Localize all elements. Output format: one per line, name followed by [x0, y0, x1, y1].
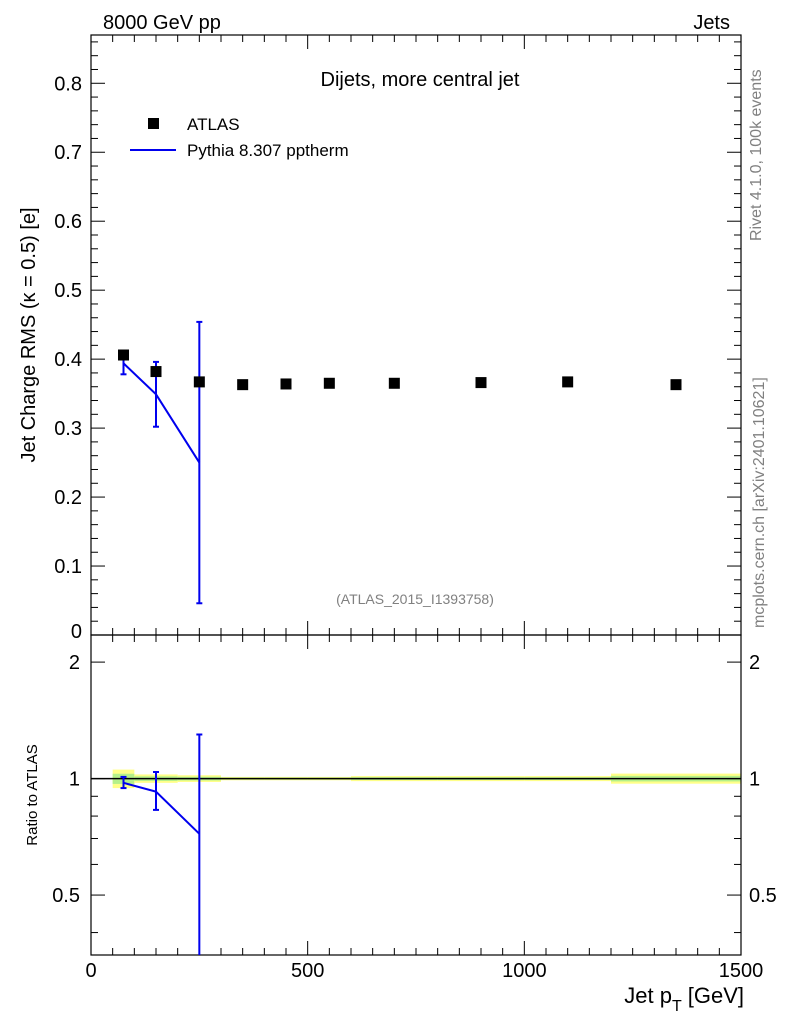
atlas-data-point: [475, 377, 487, 389]
ratio-frame: [90, 634, 742, 956]
atlas-data-point: [323, 377, 335, 389]
mcplots-info: mcplots.cern.ch [arXiv:2401.10621]: [751, 377, 768, 628]
ratio-y-ticks: 0.5 0.5 1 1 2 2: [52, 652, 777, 934]
main-panel: 0.1 0.2 0.3 0.4 0.5 0.6 0.7 0.8 0 Dijets, more c…: [18, 34, 742, 643]
ratio-y-axis-label: Ratio to ATLAS: [24, 744, 41, 845]
atlas-data-point: [280, 378, 292, 390]
analysis-id: (ATLAS_2015_I1393758): [336, 591, 494, 607]
pythia-line: [122, 362, 201, 464]
ratio-y-tick-label-left: 0.5: [52, 885, 80, 907]
y-tick-label: 0.5: [54, 280, 82, 302]
legend: ATLAS Pythia 8.307 pptherm: [130, 115, 349, 160]
ratio-pythia-line: [123, 781, 201, 835]
main-y-axis-label: Jet Charge RMS (κ = 0.5) [e]: [18, 207, 40, 462]
y-tick-label: 0.8: [54, 73, 82, 95]
x-tick-label: 1500: [719, 960, 764, 982]
y-tick-label: 0.1: [54, 556, 82, 578]
main-x-ticks: [112, 35, 720, 635]
y-tick-label-zero: 0: [71, 621, 82, 643]
x-tick-label: 500: [291, 960, 324, 982]
y-tick-label: 0.3: [54, 418, 82, 440]
legend-label-atlas: ATLAS: [187, 115, 240, 134]
ratio-series: [120, 733, 203, 955]
ratio-y-tick-label-right: 0.5: [749, 885, 777, 907]
y-tick-label: 0.2: [54, 487, 82, 509]
rivet-info: Rivet 4.1.0, 100k events: [748, 69, 765, 241]
ratio-x-ticks: 0 500 1000 1500: [85, 635, 763, 982]
ratio-y-tick-label-left: 1: [69, 769, 80, 791]
header-right: Jets: [693, 12, 730, 34]
atlas-data-point: [562, 376, 574, 388]
atlas-data-point: [118, 349, 129, 361]
ratio-y-tick-label-right: 1: [749, 769, 760, 791]
y-tick-label: 0.4: [54, 349, 82, 371]
atlas-data-point: [150, 366, 162, 378]
y-tick-label: 0.7: [54, 142, 82, 164]
atlas-data-point: [670, 379, 682, 391]
atlas-data-point: [388, 377, 400, 389]
ratio-panel: 0.5 0.5 1 1 2 2 0 500 1000 1500 Ratio to ATLAS J…: [24, 634, 777, 1015]
legend-marker-atlas: [148, 118, 159, 129]
x-tick-label: 0: [85, 960, 96, 982]
x-tick-label: 1000: [502, 960, 547, 982]
x-axis-label: Jet pT [GeV]: [624, 983, 744, 1015]
main-y-ticks: 0.1 0.2 0.3 0.4 0.5 0.6 0.7 0.8 0: [54, 41, 741, 643]
ratio-y-tick-label-left: 2: [69, 652, 80, 674]
atlas-data-point: [237, 379, 249, 391]
ratio-y-tick-label-right: 2: [749, 652, 760, 674]
main-title: Dijets, more central jet: [321, 69, 520, 91]
legend-label-pythia: Pythia 8.307 pptherm: [187, 141, 349, 160]
main-series: [118, 320, 682, 605]
header-left: 8000 GeV pp: [103, 12, 221, 34]
y-tick-label: 0.6: [54, 211, 82, 233]
ratio-band: [91, 769, 741, 789]
atlas-data-point: [193, 376, 205, 388]
